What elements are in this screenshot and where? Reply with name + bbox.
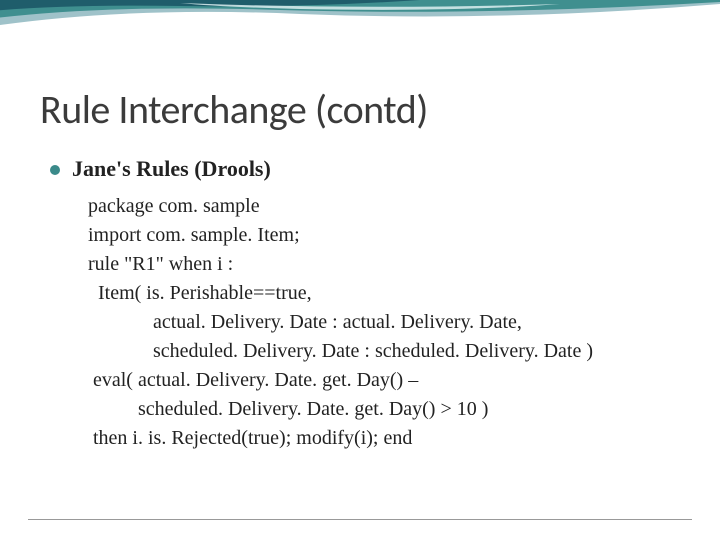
bullet-item: Jane's Rules (Drools) <box>50 156 680 182</box>
code-line: eval( actual. Delivery. Date. get. Day()… <box>88 366 680 395</box>
swoosh-icon <box>0 0 720 60</box>
footer-divider <box>28 519 692 520</box>
bullet-dot-icon <box>50 165 60 175</box>
header-swoosh-decor <box>0 0 720 60</box>
code-line: rule "R1" when i : <box>88 250 680 279</box>
code-line: actual. Delivery. Date : actual. Deliver… <box>88 308 680 337</box>
code-line: then i. is. Rejected(true); modify(i); e… <box>88 424 680 453</box>
code-line: scheduled. Delivery. Date : scheduled. D… <box>88 337 680 366</box>
slide-title: Rule Interchange (contd) <box>40 85 680 134</box>
code-line: Item( is. Perishable==true, <box>88 279 680 308</box>
code-line: package com. sample <box>88 192 680 221</box>
slide-content: Rule Interchange (contd) Jane's Rules (D… <box>0 0 720 473</box>
bullet-label: Jane's Rules (Drools) <box>72 156 271 182</box>
code-line: import com. sample. Item; <box>88 221 680 250</box>
code-line: scheduled. Delivery. Date. get. Day() > … <box>88 395 680 424</box>
code-block: package com. sample import com. sample. … <box>88 192 680 453</box>
